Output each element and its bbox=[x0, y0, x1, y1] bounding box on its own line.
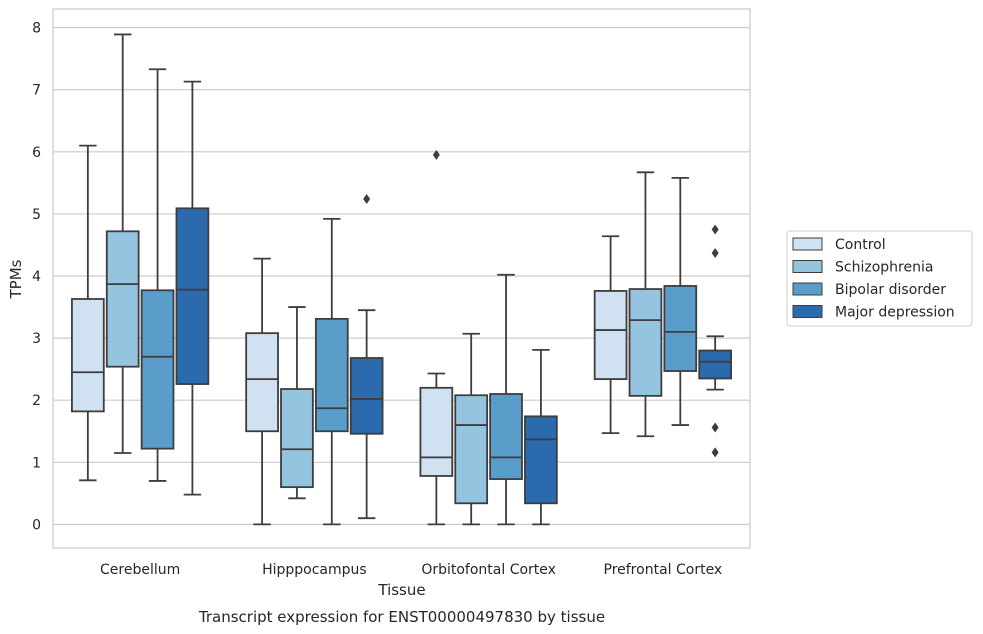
y-tick-label: 7 bbox=[32, 83, 41, 99]
box-iqr bbox=[628, 288, 663, 397]
legend-swatch bbox=[792, 260, 823, 273]
box-iqr bbox=[593, 290, 628, 380]
legend-label: Schizophrenia bbox=[835, 260, 933, 276]
y-tick-label: 1 bbox=[32, 455, 41, 471]
boxes bbox=[71, 33, 732, 526]
y-tick-label: 5 bbox=[32, 207, 41, 223]
box-3-3 bbox=[698, 224, 732, 458]
y-tick-label: 6 bbox=[32, 145, 41, 161]
chart-caption: Transcript expression for ENST0000049783… bbox=[198, 608, 605, 626]
box-0-2 bbox=[140, 68, 175, 482]
x-axis-label: Tissue bbox=[377, 581, 425, 599]
legend: Control Schizophrenia Bipolar disorder Majo… bbox=[786, 230, 973, 327]
x-tick-labels: Cerebellum Hipppocampus Orbitofontal Corte… bbox=[100, 562, 722, 578]
plot-frame bbox=[52, 8, 751, 549]
y-axis-label: TPMs bbox=[7, 259, 25, 299]
x-tick-label: Cerebellum bbox=[100, 562, 180, 578]
box-0-1 bbox=[105, 33, 140, 454]
y-tick-label: 2 bbox=[32, 393, 41, 409]
box-iqr bbox=[663, 285, 698, 372]
box-1-1 bbox=[280, 306, 314, 500]
box-iqr bbox=[489, 393, 523, 480]
outlier-point bbox=[711, 224, 719, 235]
outlier-point bbox=[711, 447, 719, 458]
legend-frame bbox=[786, 230, 973, 327]
box-3-1 bbox=[628, 171, 663, 438]
box-1-3 bbox=[349, 194, 384, 520]
box-iqr bbox=[245, 332, 279, 433]
legend-label: Control bbox=[835, 237, 886, 253]
x-tick-label: Prefrontal Cortex bbox=[604, 562, 723, 578]
legend-swatch bbox=[792, 305, 823, 318]
box-iqr bbox=[349, 357, 384, 435]
box-iqr bbox=[175, 207, 210, 385]
box-2-1 bbox=[454, 332, 489, 526]
box-iqr bbox=[454, 394, 489, 505]
box-iqr bbox=[280, 388, 314, 489]
outlier-point bbox=[363, 194, 371, 205]
y-tick-label: 8 bbox=[32, 21, 41, 37]
box-iqr bbox=[71, 298, 105, 413]
box-iqr bbox=[314, 317, 349, 433]
legend-label: Major depression bbox=[835, 305, 955, 321]
box-1-2 bbox=[314, 217, 349, 526]
box-iqr bbox=[419, 386, 454, 477]
box-iqr bbox=[698, 349, 732, 380]
box-iqr bbox=[140, 289, 175, 450]
legend-swatch bbox=[792, 237, 823, 251]
box-0-0 bbox=[71, 144, 105, 482]
outlier-point bbox=[432, 149, 440, 160]
y-tick-label: 4 bbox=[32, 269, 41, 285]
box-iqr bbox=[105, 230, 140, 368]
box-3-2 bbox=[663, 177, 698, 426]
box-2-2 bbox=[489, 273, 523, 526]
outlier-point bbox=[711, 422, 719, 433]
outlier-point bbox=[711, 248, 719, 259]
x-tick-label: Orbitofontal Cortex bbox=[421, 562, 556, 578]
box-iqr bbox=[524, 415, 558, 505]
y-tick-label: 3 bbox=[32, 331, 41, 347]
box-3-0 bbox=[593, 235, 628, 435]
box-2-3 bbox=[524, 349, 558, 526]
box-0-3 bbox=[175, 80, 210, 496]
x-tick-label: Hipppocampus bbox=[262, 562, 367, 578]
box-2-0 bbox=[419, 149, 454, 526]
legend-label: Bipolar disorder bbox=[835, 282, 946, 298]
y-tick-labels: 0 1 2 3 4 5 6 7 8 bbox=[32, 21, 41, 534]
legend-swatch bbox=[792, 282, 823, 296]
y-tick-label: 0 bbox=[32, 517, 41, 533]
box-1-0 bbox=[245, 257, 279, 526]
